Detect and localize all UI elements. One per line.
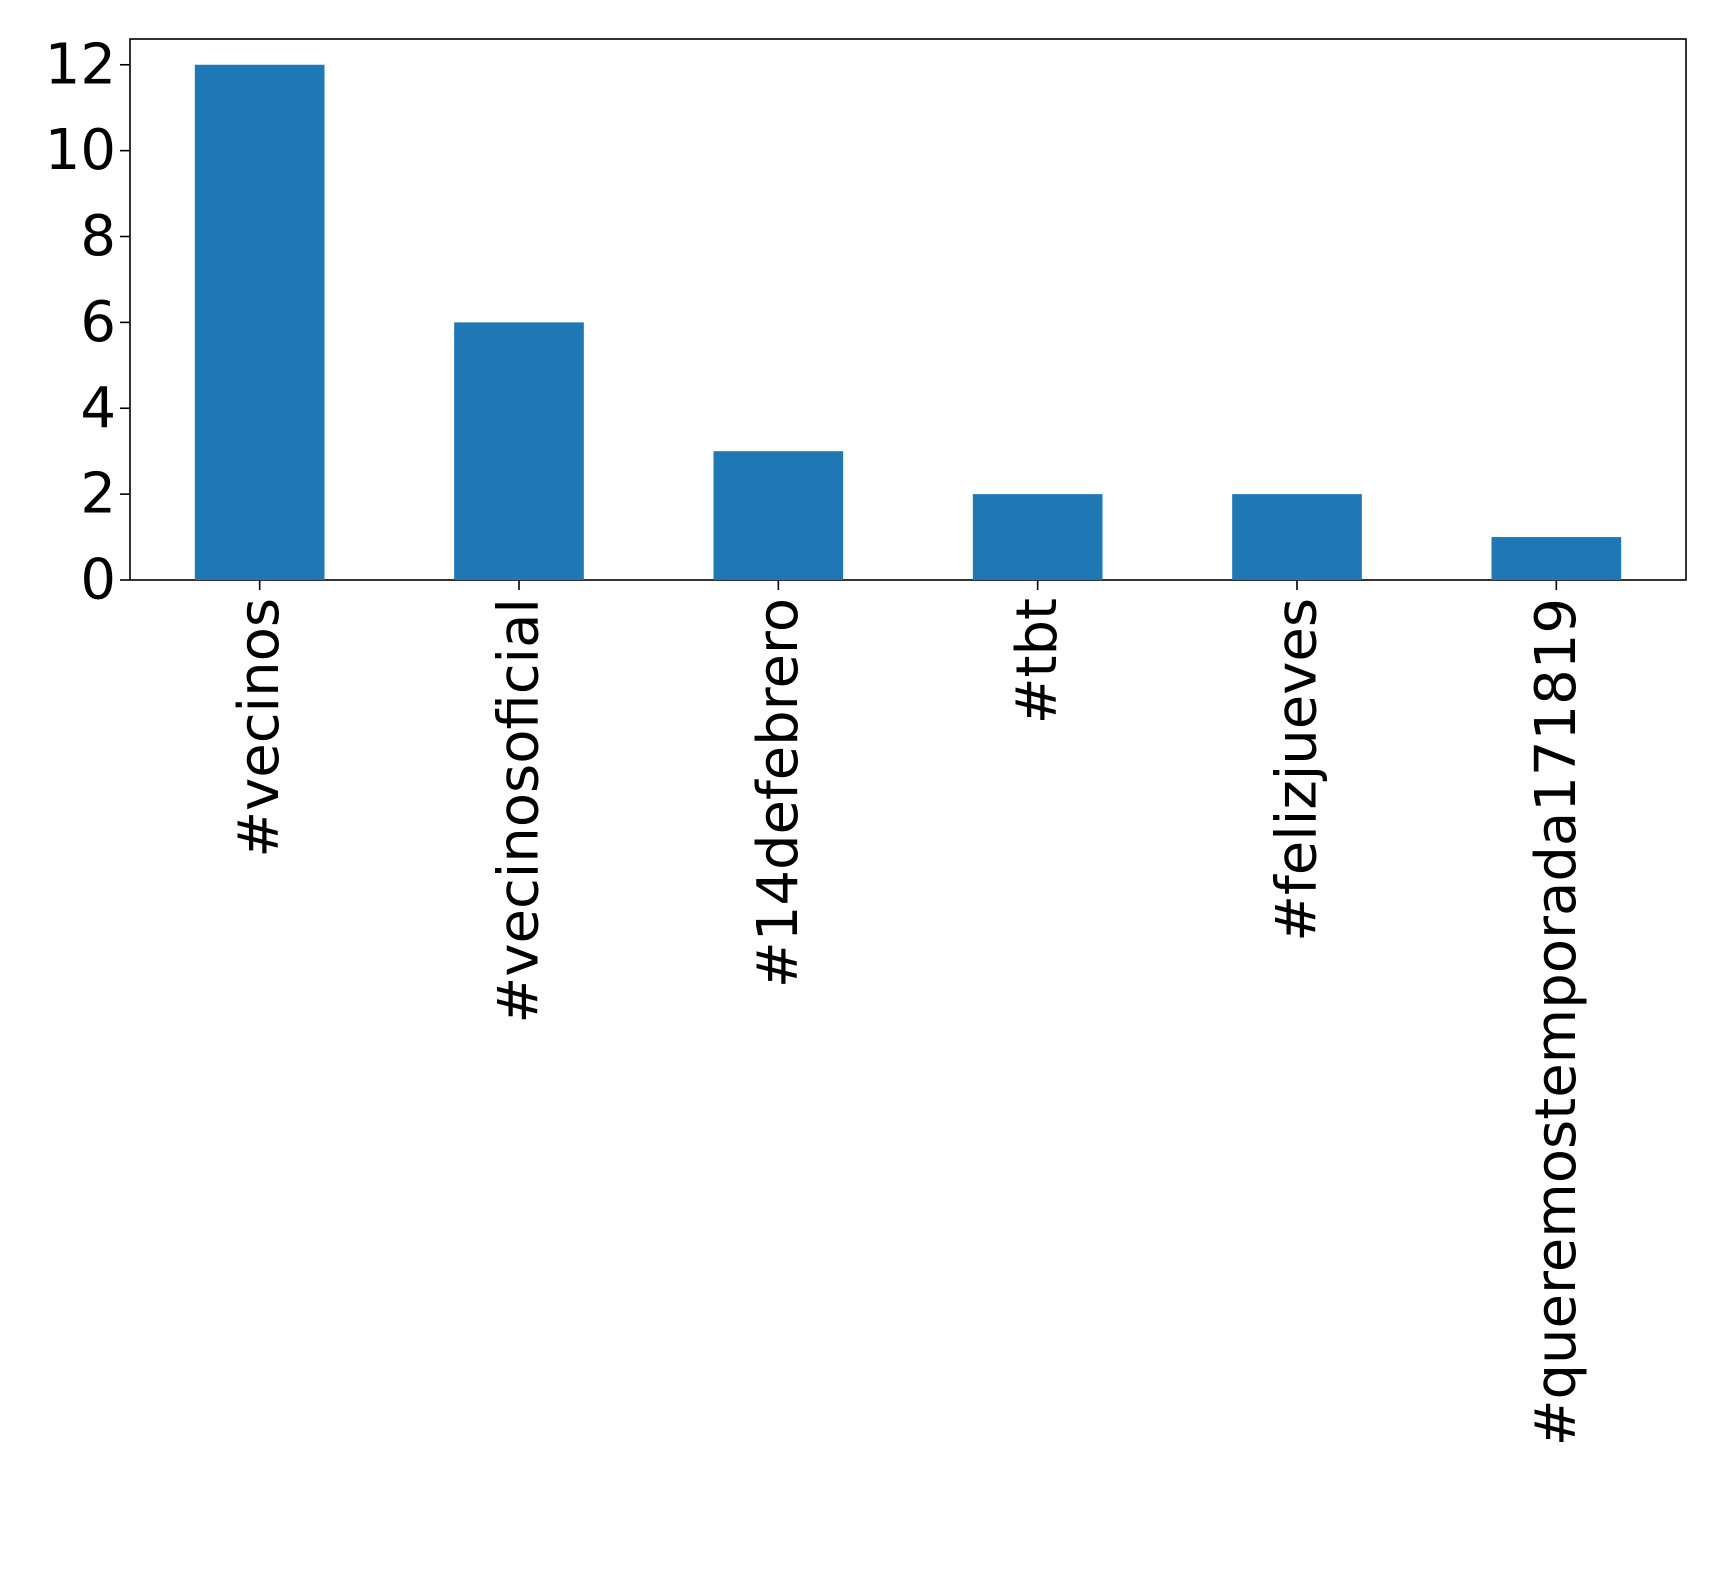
y-tick-label-5: 10 xyxy=(45,118,116,183)
y-tick-label-0: 0 xyxy=(80,548,116,613)
y-tick-label-1: 2 xyxy=(80,462,116,527)
bar-4 xyxy=(1232,494,1362,580)
bars-group xyxy=(194,64,1622,580)
plot-frame xyxy=(129,38,1687,581)
plot-area: 0 2 4 6 8 10 12 #vecinos #vecinosoficial #14defe… xyxy=(45,32,1687,1446)
bar-1 xyxy=(454,322,584,580)
bar-5 xyxy=(1491,537,1622,580)
y-tick-label-6: 12 xyxy=(45,32,116,97)
bar-2 xyxy=(713,451,844,580)
x-tick-label-2: #14defebrero xyxy=(746,598,811,988)
y-tick-label-3: 6 xyxy=(80,290,116,355)
x-tick-label-1: #vecinosoficial xyxy=(487,598,552,1024)
y-tick-label-4: 8 xyxy=(80,204,116,269)
bar-0 xyxy=(194,64,325,580)
x-tick-label-0: #vecinos xyxy=(227,598,292,858)
x-tick-label-4: #felizjueves xyxy=(1265,598,1330,942)
x-tick-label-5: #queremostemporada171819 xyxy=(1524,598,1589,1446)
x-axis: #vecinos #vecinosoficial #14defebrero #tbt #… xyxy=(227,580,1589,1446)
x-tick-label-3: #tbt xyxy=(1005,598,1070,724)
bar-3 xyxy=(972,494,1103,580)
y-axis: 0 2 4 6 8 10 12 xyxy=(45,32,130,613)
y-tick-label-2: 4 xyxy=(80,376,116,441)
